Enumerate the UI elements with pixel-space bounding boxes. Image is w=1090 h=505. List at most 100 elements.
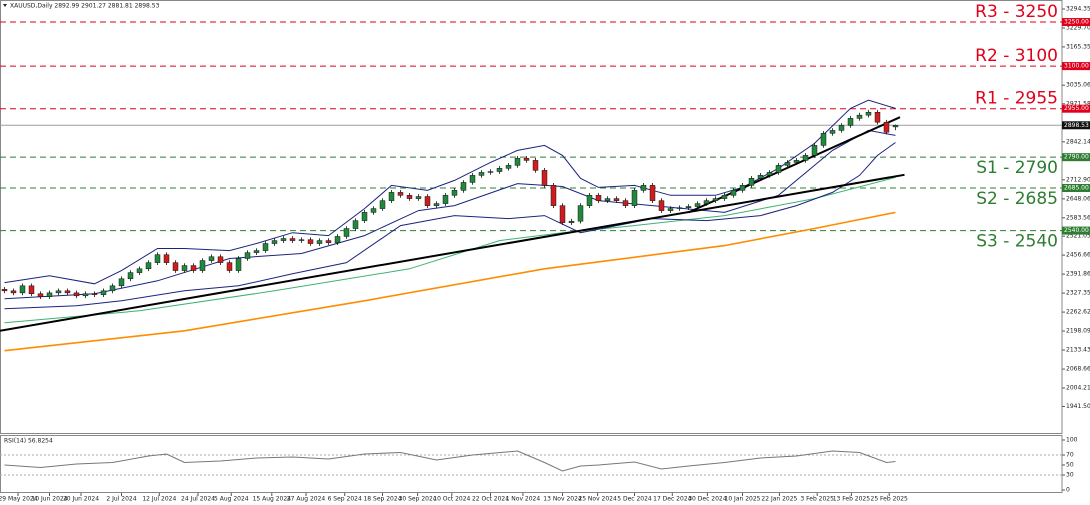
x-tick-label: 2 Jul 2024 <box>106 496 136 503</box>
level-tag-label: 2540.00 <box>1064 227 1089 234</box>
rsi-title: RSI(14) 56.8254 <box>4 438 53 445</box>
candle-body <box>514 158 521 166</box>
candle-body <box>838 125 845 131</box>
candle-body <box>208 256 215 261</box>
level-label: S3 - 2540 <box>976 232 1058 252</box>
x-tick-label: 30 Sep 2024 <box>399 496 437 503</box>
x-tick-label: 24 Jul 2024 <box>181 496 215 503</box>
candle-body <box>577 205 584 222</box>
level-tag-label: 3100.00 <box>1064 63 1089 70</box>
y-tick-label: 2068.66 <box>1066 366 1090 373</box>
candle-body <box>721 195 728 199</box>
candle-body <box>334 236 341 243</box>
candle-body <box>154 254 161 263</box>
candle-body <box>172 262 179 271</box>
candle-body <box>685 206 692 208</box>
candle-body <box>550 185 557 206</box>
candle-body <box>163 254 170 263</box>
x-tick-label: 5 Dec 2024 <box>617 496 652 503</box>
candle-body <box>46 292 53 297</box>
y-tick-label: 3165.35 <box>1066 43 1090 50</box>
candle-body <box>883 121 890 133</box>
x-tick-label: 12 Jul 2024 <box>142 496 176 503</box>
candle-body <box>352 220 359 229</box>
candle-body <box>613 198 620 201</box>
line <box>4 176 896 324</box>
level-tag-label: 2955.00 <box>1064 105 1089 112</box>
y-tick-label: 2521.05 <box>1066 233 1090 240</box>
y-tick-label: 2327.35 <box>1066 290 1090 297</box>
y-tick-label: 2583.56 <box>1066 214 1090 221</box>
candle-body <box>109 285 116 292</box>
candle-body <box>802 155 809 161</box>
level-label: S2 - 2685 <box>976 189 1058 209</box>
x-tick-label: 27 Aug 2024 <box>287 496 326 503</box>
candle-body <box>262 243 269 251</box>
candle-body <box>874 111 881 123</box>
candle-body <box>460 182 467 191</box>
candle-body <box>559 205 566 223</box>
y-tick-label: 30 <box>1066 472 1074 479</box>
candle-body <box>1 289 8 292</box>
candle-body <box>595 195 602 201</box>
candle-body <box>730 190 737 196</box>
last-price-tag <box>1062 121 1090 130</box>
y-tick-label: 3035.06 <box>1066 82 1090 89</box>
x-tick-label: 6 Sep 2024 <box>328 496 362 503</box>
candle-body <box>829 130 836 134</box>
last-price-label: 2898.53 <box>1064 122 1089 129</box>
x-tick-label: 10 Oct 2024 <box>433 496 470 503</box>
candle-body <box>406 195 413 199</box>
candle-body <box>784 162 791 166</box>
x-tick-label: 17 Dec 2024 <box>653 496 692 503</box>
candle-body <box>145 262 152 270</box>
x-tick-label: 3 Feb 2025 <box>800 496 834 503</box>
y-tick-label: 2198.09 <box>1066 328 1090 335</box>
y-tick-label: 2648.06 <box>1066 195 1090 202</box>
candle-body <box>343 228 350 237</box>
y-tick-label: 2971.58 <box>1066 100 1090 107</box>
candle-body <box>667 208 674 211</box>
candle-body <box>811 145 818 156</box>
candle-body <box>136 268 143 273</box>
candle-body <box>244 252 251 259</box>
candle-body <box>370 208 377 213</box>
line <box>4 99 896 285</box>
y-tick-label: 3229.70 <box>1066 24 1090 31</box>
candle-body <box>865 111 872 116</box>
candle-body <box>442 195 449 204</box>
candle-body <box>361 212 368 221</box>
line <box>0 173 905 332</box>
candle-body <box>388 192 395 201</box>
x-tick-label: 25 Nov 2024 <box>578 496 617 503</box>
candle-body <box>793 160 800 163</box>
level-tag <box>1062 18 1090 27</box>
candle-body <box>433 203 440 206</box>
x-tick-label: 13 Feb 2025 <box>833 496 871 503</box>
candle-body <box>694 203 701 207</box>
y-tick-label: 2262.62 <box>1066 309 1090 316</box>
candle-body <box>190 265 197 271</box>
candle-body <box>469 175 476 183</box>
x-tick-label: 1 Nov 2024 <box>506 496 541 503</box>
candle-body <box>703 200 710 204</box>
y-tick-label: 50 <box>1066 462 1074 469</box>
candle-body <box>298 239 305 241</box>
candle-body <box>28 285 35 295</box>
y-tick-label: 0 <box>1066 487 1070 494</box>
rsi-panel <box>0 435 1063 493</box>
x-tick-label: 29 May 2024 <box>0 496 38 503</box>
y-tick-label: 100 <box>1066 437 1078 444</box>
candle-body <box>604 198 611 201</box>
candle-body <box>505 165 512 169</box>
candle-body <box>64 290 71 294</box>
candle-body <box>82 293 89 297</box>
level-tag-label: 2685.00 <box>1064 185 1089 192</box>
candle-body <box>487 171 494 173</box>
candle-body <box>316 240 323 244</box>
candle-body <box>451 190 458 196</box>
x-tick-label: 22 Jan 2025 <box>761 496 797 503</box>
candle-body <box>181 265 188 271</box>
candle-body <box>568 220 575 223</box>
